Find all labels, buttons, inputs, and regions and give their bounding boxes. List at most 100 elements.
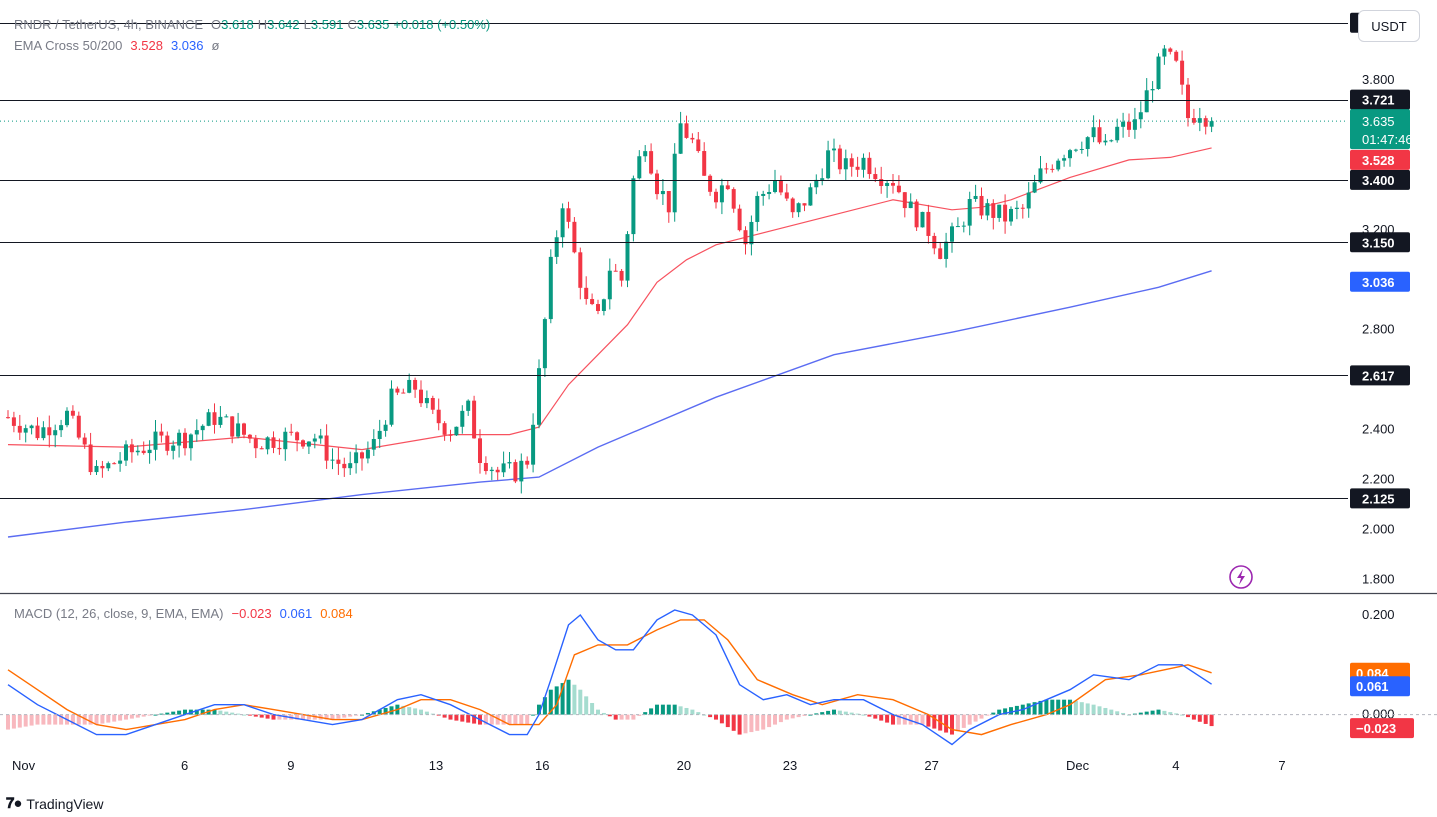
macd-hist-bar [932,714,937,729]
high-value: 3.642 [267,17,300,32]
candle-body [188,434,193,449]
candle-body [124,444,128,461]
candle-body [1174,51,1179,61]
candle-body [967,199,972,226]
macd-hist-bar [454,714,459,721]
candle-body [460,410,465,427]
ema200-tag-bg [1350,271,1410,292]
macd-hist-bar [1050,699,1055,715]
candle-body [991,203,996,218]
candle-body [424,397,429,404]
candle-body [849,158,854,167]
candle-body [979,195,984,216]
last-price-tag-bg [1350,109,1410,150]
macd-hist-bar [23,714,28,727]
macd-hist-bar [1144,711,1149,715]
ema50-value: 3.528 [130,38,163,53]
candle-body [389,388,394,425]
macd-hist-bar [861,714,866,716]
candle-body [1180,60,1185,85]
macd-hist-bar [731,714,736,731]
price-tick-label: 2.200 [1362,472,1395,487]
candle-body [902,192,907,209]
candle-body [466,400,471,411]
macd-hist-bar [767,714,772,728]
candle-body [171,445,176,451]
macd-hist-bar [843,711,848,715]
macd-hist-bar [236,713,241,715]
macd-hist-bar [265,714,270,719]
candle-body [1156,56,1161,90]
candle-body [590,299,595,305]
macd-hist-bar [1209,714,1214,727]
candle-body [17,425,22,433]
macd-hist-bar [383,707,388,715]
candle-body [755,195,760,222]
currency-button[interactable]: USDT [1358,10,1420,42]
candle-body [371,438,376,450]
candle-body [773,180,777,193]
candle-body [1209,121,1214,127]
symbol-title[interactable]: RNDR / TetherUS, 4h, BINANCE [14,17,204,32]
last-price-tag: 3.635 [1362,114,1395,129]
candle-body [548,256,553,320]
candle-body [265,437,270,450]
macd-hist-bar [1079,702,1084,715]
candle-body [495,469,500,473]
candle-body [118,460,123,464]
level-tag-bg [1350,89,1410,110]
candle-body [1009,208,1013,222]
candle-body [531,424,536,465]
candle-body [501,463,506,473]
candle-body [1132,119,1137,130]
time-tick-label: 4 [1172,758,1179,773]
symbol-legend: RNDR / TetherUS, 4h, BINANCE O3.618 H3.642… [14,17,494,32]
macd-hist-bar [802,714,807,716]
time-axis[interactable]: Nov 6 9 13 16 20 23 27 Dec 4 7 [12,758,1286,773]
candle-body [920,211,925,228]
candle-body [731,189,736,209]
macd-hist-bar [1056,699,1061,715]
ema-title[interactable]: EMA Cross 50/200 [14,38,123,53]
macd-hist-bar [1091,704,1096,715]
macd-hist-bar [672,704,677,715]
macd-hist-bar [301,714,305,720]
macd-hist-bar [218,710,223,715]
candle-body [153,431,158,450]
candle-body [926,211,931,236]
macd-hist-bar [849,712,854,715]
candle-body [306,441,311,447]
candle-body [1186,84,1190,119]
candlestick-series [6,45,1214,494]
macd-hist-bar [41,714,46,725]
price-tick-label: 3.800 [1362,72,1395,87]
macd-hist-bar [1032,702,1037,715]
candle-body [784,192,789,199]
macd-hist-bar [1150,710,1155,715]
macd-hist-bar [100,714,105,724]
candle-body [1127,121,1131,130]
macd-hist-bar [348,714,353,717]
level-tag: 2.617 [1362,368,1395,383]
flash-icon[interactable] [1229,565,1253,589]
horizontal-levels[interactable] [0,23,1348,499]
candle-body [413,379,418,390]
macd-hist-bar [242,714,246,716]
candle-body [837,148,842,170]
macd-title[interactable]: MACD (12, 26, close, 9, EMA, EMA) [14,606,224,621]
candle-body [59,425,64,431]
candle-body [23,428,28,433]
macd-hist-bar [525,714,530,725]
candle-body [1062,158,1067,161]
candle-body [47,427,52,436]
tradingview-brand[interactable]: 𝟕● TradingView [6,795,103,812]
candle-body [767,192,772,194]
candle-body [572,221,577,253]
macd-hist-bar [82,714,87,725]
macd-tag-bg [1350,676,1410,697]
macd-hist-bar [159,713,164,715]
macd-hist-bar [460,714,465,722]
candle-body [914,201,919,228]
candle-body [76,415,81,438]
